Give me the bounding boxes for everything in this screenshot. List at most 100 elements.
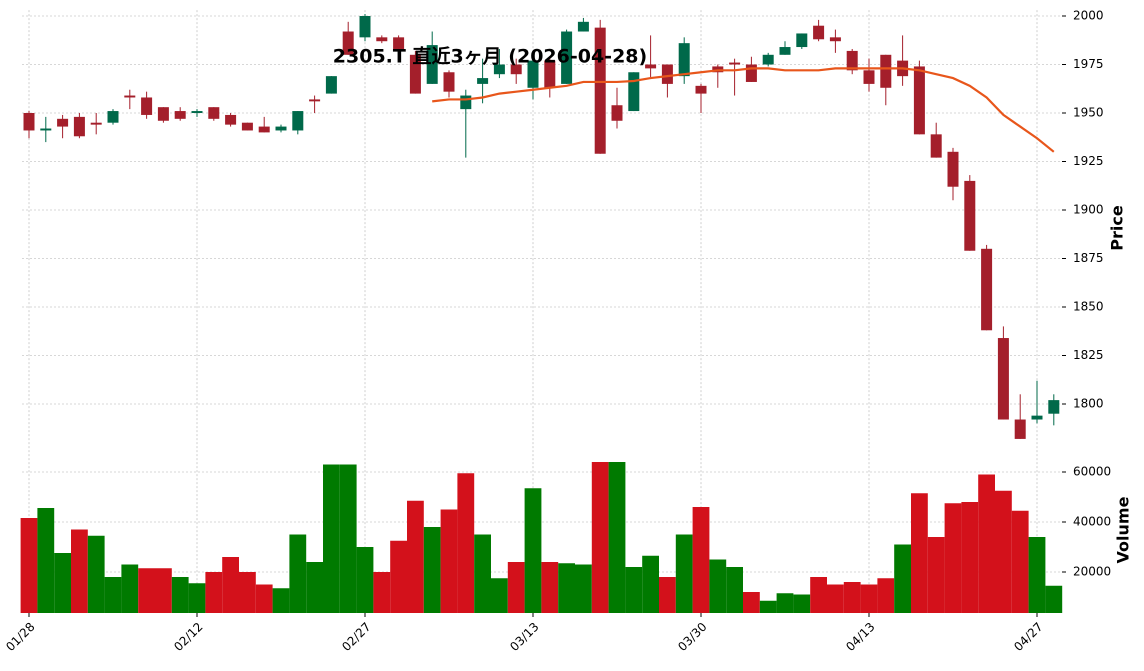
volume-bar: [239, 572, 256, 613]
volume-bar: [827, 584, 844, 613]
volume-bar: [323, 464, 340, 613]
volume-bar: [138, 568, 155, 613]
volume-bar: [927, 537, 945, 613]
candle-body: [947, 151, 959, 187]
volume-bar: [709, 559, 727, 613]
volume-bar: [524, 488, 542, 613]
candle-body: [477, 78, 489, 84]
volume-bar: [843, 582, 861, 613]
volume-bar: [71, 529, 88, 613]
volume-bar: [339, 464, 357, 613]
marks: [20, 14, 1063, 613]
volume-bar: [726, 567, 743, 613]
y-tick-label: 2000: [1073, 9, 1104, 23]
x-tick-label: 02/12: [171, 620, 205, 654]
volume-bar: [507, 562, 525, 613]
candle-body: [191, 111, 203, 113]
volume-bar: [675, 534, 693, 613]
volume-bar: [776, 593, 794, 613]
candle-body: [779, 47, 791, 55]
volume-bar: [810, 577, 827, 613]
volume-bar: [407, 500, 424, 613]
volume-bar: [1011, 510, 1029, 613]
candle-body: [225, 114, 237, 125]
volume-bar: [457, 473, 475, 613]
volume-bar: [205, 572, 223, 613]
volume-bar: [87, 535, 105, 613]
candle-body: [90, 122, 102, 125]
candle-body: [863, 70, 875, 84]
y-tick-label: 60000: [1073, 465, 1111, 479]
volume-bar: [155, 568, 172, 613]
y-tick-label: 1900: [1073, 203, 1104, 217]
candle-body: [678, 43, 690, 77]
moving-average-line: [432, 67, 1055, 153]
volume-bar: [642, 555, 659, 613]
candle-body: [510, 64, 522, 75]
volume-bar: [373, 572, 391, 613]
candle-body: [258, 126, 270, 133]
volume-bar: [104, 577, 122, 613]
candle-body: [762, 54, 774, 65]
volume-bar: [995, 490, 1012, 613]
candle-body: [880, 54, 892, 88]
candle-body: [544, 60, 556, 88]
y-tick-label: 1850: [1073, 300, 1104, 314]
x-tick-label: 03/30: [675, 620, 709, 654]
candle-body: [73, 116, 85, 137]
y-tick-label: 1925: [1073, 154, 1104, 168]
volume-bar: [911, 493, 928, 613]
volume-bar: [743, 592, 760, 613]
x-tick-label: 01/28: [3, 620, 37, 654]
volume-bar: [978, 474, 995, 613]
volume-bar: [541, 562, 559, 613]
candle-body: [1014, 419, 1026, 439]
volume-bar: [608, 462, 626, 613]
volume-bar: [491, 578, 508, 613]
volume-bar: [423, 527, 441, 613]
y-tick-label: 1800: [1073, 397, 1104, 411]
volume-bar: [390, 540, 407, 613]
volume-bar: [894, 544, 911, 613]
volume-bar: [37, 508, 55, 613]
candle-body: [393, 37, 405, 49]
price-axis-title: Price: [1108, 205, 1127, 251]
candle-body: [796, 33, 808, 48]
candle-body: [729, 62, 741, 65]
y-tick-label: 1975: [1073, 57, 1104, 71]
volume-axis-title: Volume: [1114, 496, 1133, 563]
candle-body: [124, 95, 136, 98]
volume-bar: [289, 534, 307, 613]
volume-bar: [121, 564, 139, 613]
volume-bar: [20, 518, 38, 613]
candle-body: [829, 37, 841, 42]
volume-bar: [961, 502, 979, 613]
volume-bar: [793, 594, 811, 613]
candle-body: [813, 25, 825, 40]
volume-bar: [575, 564, 592, 613]
candle-body: [661, 64, 673, 84]
candle-body: [493, 64, 505, 75]
volume-bar: [474, 534, 491, 613]
candle-body: [443, 72, 455, 92]
candle-body: [141, 97, 153, 115]
candle-body: [594, 27, 606, 154]
candle-body: [275, 126, 287, 131]
x-tick-label: 04/27: [1011, 620, 1045, 654]
candle-body: [359, 16, 371, 38]
candle-body: [409, 54, 421, 94]
candle-body: [645, 64, 657, 69]
candle-body: [745, 64, 757, 82]
candle-body: [157, 107, 169, 121]
candle-body: [695, 85, 707, 94]
candle-body: [460, 95, 472, 110]
candle-body: [577, 21, 589, 32]
chart-title: 2305.T 直近3ヶ月 (2026-04-28): [333, 45, 647, 68]
volume-bar: [759, 600, 777, 613]
candle-body: [40, 128, 52, 131]
grid: [22, 10, 1062, 613]
candle-body: [174, 111, 186, 119]
x-tick-label: 04/13: [843, 620, 877, 654]
candle-body: [964, 180, 976, 251]
